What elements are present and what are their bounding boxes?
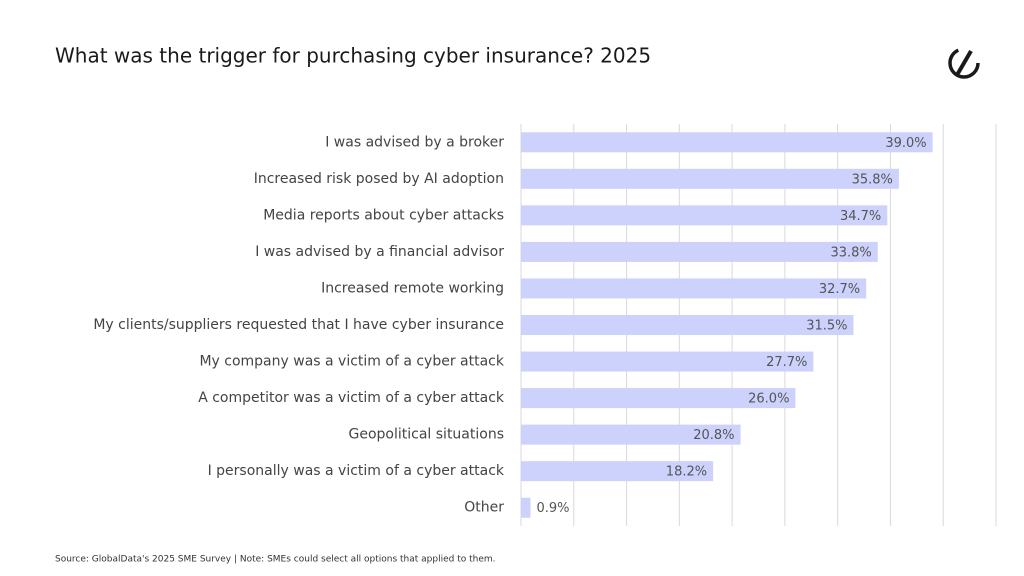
- bar: [521, 315, 854, 335]
- source-note: Source: GlobalData's 2025 SME Survey | N…: [55, 555, 496, 565]
- y-tick-label: Geopolitical situations: [349, 427, 505, 443]
- y-tick-label: My company was a victim of a cyber attac…: [199, 354, 504, 370]
- value-label: 34.7%: [840, 209, 881, 224]
- value-label: 31.5%: [806, 319, 847, 334]
- logo: [948, 47, 980, 79]
- value-label: 27.7%: [766, 355, 807, 370]
- value-label: 26.0%: [748, 392, 789, 407]
- bar: [521, 205, 888, 226]
- value-label: 33.8%: [830, 245, 871, 260]
- y-tick-label: I was advised by a financial advisor: [255, 244, 504, 260]
- value-label: 39.0%: [885, 136, 926, 151]
- value-label: 32.7%: [819, 282, 860, 297]
- y-tick-label: Increased remote working: [321, 280, 504, 296]
- bar: [521, 278, 867, 299]
- y-tick-label: My clients/suppliers requested that I ha…: [93, 317, 504, 333]
- y-tick-label: Media reports about cyber attacks: [263, 207, 504, 223]
- bar: [521, 388, 796, 409]
- y-tick-label: I was advised by a broker: [325, 134, 504, 150]
- bar: [521, 424, 741, 445]
- value-label: 35.8%: [852, 172, 893, 187]
- chart-title: What was the trigger for purchasing cybe…: [55, 44, 651, 68]
- bar: [521, 351, 814, 372]
- value-label: 20.8%: [693, 428, 734, 443]
- y-tick-label: A competitor was a victim of a cyber att…: [198, 390, 505, 406]
- bar: [521, 241, 878, 262]
- y-tick-label: Other: [464, 500, 504, 516]
- y-tick-label: I personally was a victim of a cyber att…: [208, 463, 505, 479]
- bar: [521, 132, 933, 153]
- bar: [521, 168, 899, 189]
- bar: [521, 497, 531, 518]
- value-label: 0.9%: [537, 501, 570, 516]
- value-label: 18.2%: [666, 465, 707, 480]
- y-tick-label: Increased risk posed by AI adoption: [254, 171, 504, 187]
- bar: [521, 461, 714, 482]
